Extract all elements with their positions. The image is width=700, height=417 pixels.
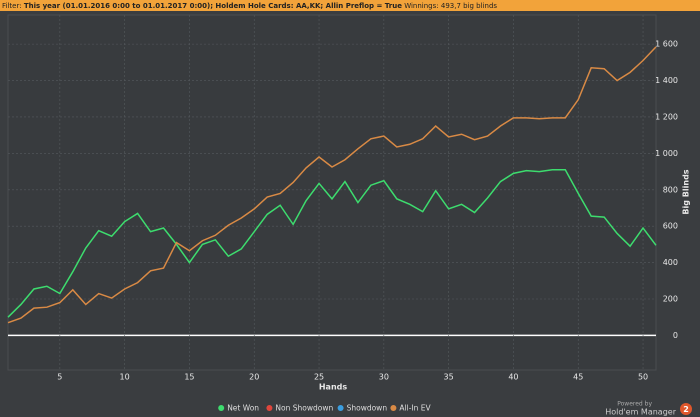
y-tick-label: 800: [663, 185, 678, 194]
y-tick-label: 0: [673, 331, 678, 340]
x-tick-label: 10: [120, 373, 130, 382]
legend-swatch: [218, 405, 225, 411]
x-tick-label: 40: [508, 373, 518, 382]
y-tick-label: 1 000: [655, 149, 678, 158]
legend-swatch: [390, 405, 397, 411]
x-tick-label: 50: [638, 373, 648, 382]
y-tick-label: 600: [663, 222, 678, 231]
legend-label: Net Won: [227, 404, 259, 413]
brand-version: 2: [683, 405, 689, 414]
y-tick-label: 400: [663, 258, 678, 267]
y-tick-label: 200: [663, 295, 678, 304]
series-line: [7, 46, 657, 324]
y-axis-title: Big Blinds: [682, 169, 691, 214]
x-tick-label: 45: [573, 373, 583, 382]
x-tick-label: 20: [249, 373, 259, 382]
filter-value: This year (01.01.2016 0:00 to 01.01.2017…: [24, 2, 402, 10]
x-tick-label: 15: [184, 373, 194, 382]
y-tick-label: 1 600: [655, 40, 678, 49]
y-tick-label: 1 200: [655, 112, 678, 121]
legend-swatch: [266, 405, 273, 411]
legend-label: Showdown: [347, 404, 388, 413]
brand-logo: [680, 403, 692, 415]
x-tick-label: 35: [444, 373, 454, 382]
x-axis-title: Hands: [319, 383, 348, 392]
x-tick-label: 30: [379, 373, 389, 382]
legend-swatch: [337, 405, 344, 411]
legend-label: Non Showdown: [275, 404, 333, 413]
legend-label: All-In EV: [399, 404, 431, 413]
brand: Hold'em Manager: [605, 408, 676, 417]
x-tick-label: 5: [57, 373, 62, 382]
series-line: [7, 168, 657, 318]
filter-text: Filter: This year (01.01.2016 0:00 to 01…: [2, 2, 497, 10]
filter-label: Filter:: [2, 2, 22, 10]
plot-area: [7, 14, 657, 371]
y-tick-label: 1 400: [655, 76, 678, 85]
powered-by: Powered by: [617, 401, 652, 408]
filter-bar: [0, 0, 700, 11]
winnings: Winnings: 493,7 big blinds: [404, 2, 497, 10]
x-tick-label: 25: [314, 373, 324, 382]
